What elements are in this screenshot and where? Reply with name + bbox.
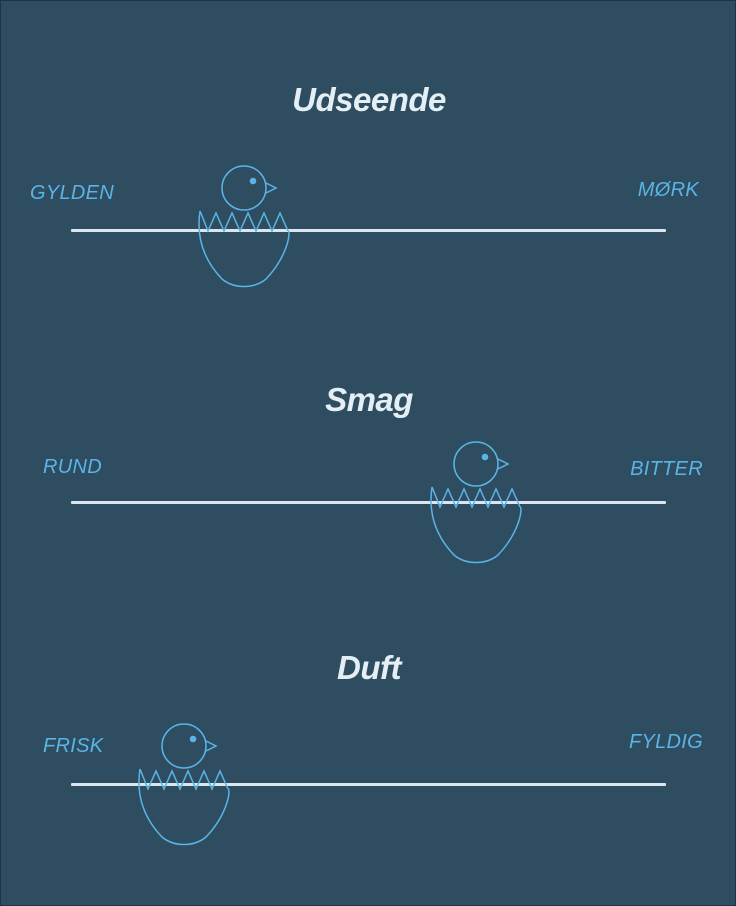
slider-handle[interactable] <box>194 161 294 291</box>
hatching-chick-icon <box>429 441 522 564</box>
slider-track[interactable] <box>71 501 666 504</box>
slider-title: Smag <box>325 381 413 418</box>
slider-left-label: FRISK <box>43 735 104 757</box>
slider-track[interactable] <box>71 783 666 786</box>
slider-left-label: GYLDEN <box>30 182 115 204</box>
slider-left-label: RUND <box>43 456 102 478</box>
slider-right-label: FYLDIG <box>628 731 703 753</box>
slider-track[interactable] <box>71 229 666 232</box>
slider-handle[interactable] <box>426 437 526 567</box>
slider-title: Udseende <box>292 81 446 118</box>
slider-title: Duft <box>337 649 401 686</box>
slider-handle[interactable] <box>134 719 234 849</box>
slider-right-label: MØRK <box>637 179 699 201</box>
hatching-chick-icon <box>138 723 230 846</box>
slider-right-label: BITTER <box>630 458 703 480</box>
hatching-chick-icon <box>197 165 290 288</box>
